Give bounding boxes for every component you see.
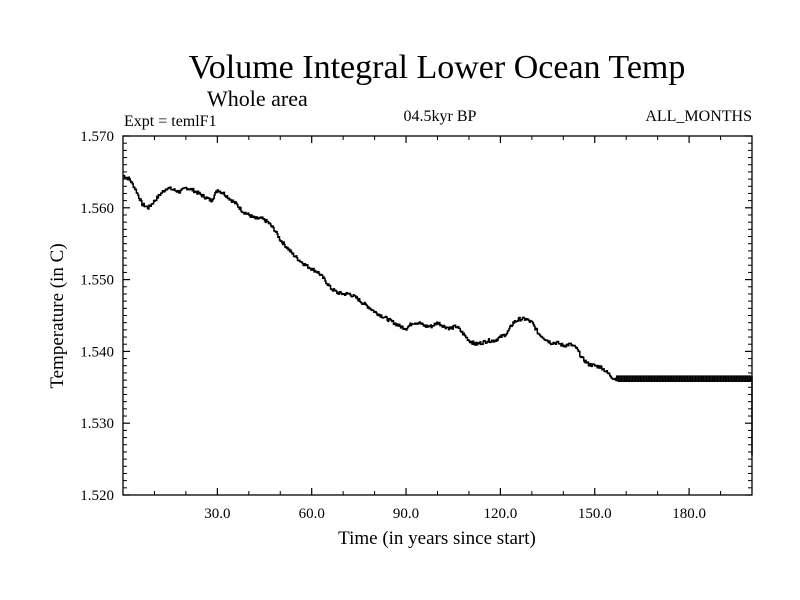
y-axis-ticks: 1.520 1.530 1.540 1.550 1.560 1.570 — [80, 129, 752, 504]
period-label: 04.5kyr BP — [404, 108, 477, 125]
x-tick-label: 150.0 — [578, 506, 612, 522]
y-tick-label: 1.550 — [80, 273, 114, 289]
y-tick-label: 1.530 — [80, 416, 114, 432]
experiment-label: Expt = temlF1 — [124, 113, 217, 130]
y-tick-label: 1.570 — [80, 129, 114, 145]
chart-subtitle: Whole area — [207, 86, 308, 111]
y-tick-label: 1.560 — [80, 201, 114, 217]
temperature-series-line — [123, 174, 753, 456]
x-tick-label: 90.0 — [393, 506, 419, 522]
months-label: ALL_MONTHS — [645, 108, 752, 125]
x-tick-label: 120.0 — [484, 506, 518, 522]
x-tick-label: 30.0 — [204, 506, 230, 522]
x-axis-label: Time (in years since start) — [338, 528, 536, 549]
x-axis-ticks: 30.0 60.0 90.0 120.0 150.0 180.0 — [153, 136, 722, 522]
chart-title: Volume Integral Lower Ocean Temp — [189, 49, 686, 86]
y-tick-label: 1.520 — [80, 488, 114, 504]
y-axis-label: Temperature (in C) — [47, 243, 68, 388]
y-tick-label: 1.540 — [80, 344, 114, 360]
x-tick-label: 180.0 — [672, 506, 706, 522]
x-tick-label: 60.0 — [299, 506, 325, 522]
